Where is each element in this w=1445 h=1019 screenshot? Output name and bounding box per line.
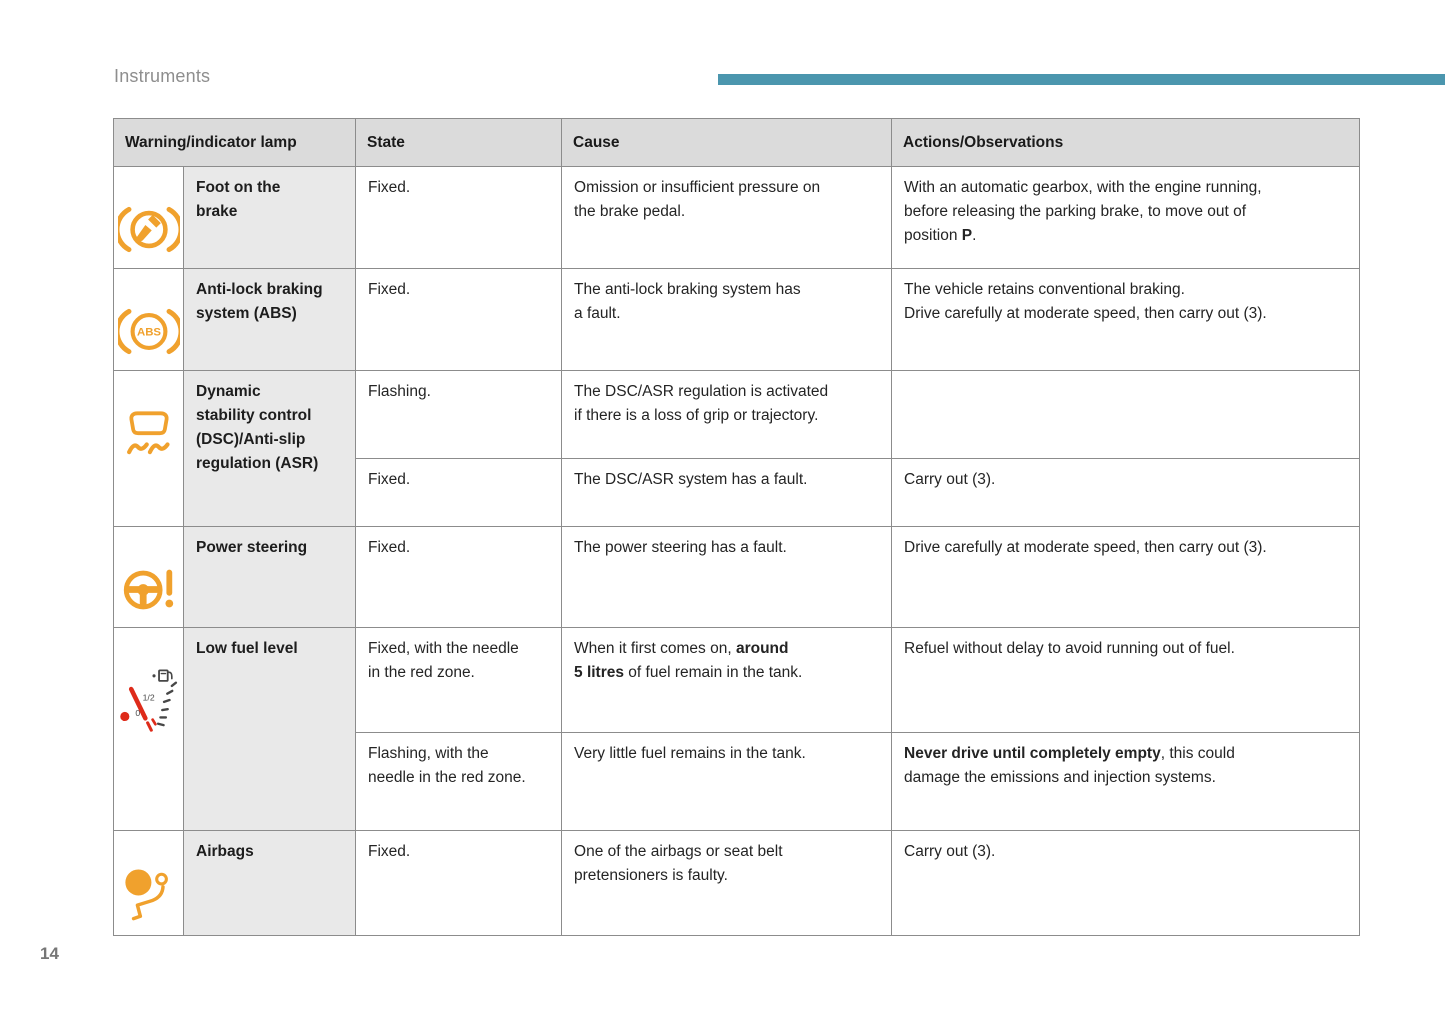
cause-cell: Omission or insufficient pressure on the… xyxy=(561,166,893,269)
state-cell: Fixed. xyxy=(355,458,563,527)
svg-text:0: 0 xyxy=(135,708,140,718)
table-row: ABS Anti-lock braking system (ABS) Fixed… xyxy=(113,268,1361,371)
state-cell: Flashing, with the needle in the red zon… xyxy=(355,732,563,831)
cause-cell: The power steering has a fault. xyxy=(561,526,893,628)
lamp-icon-cell: 1/2 0 xyxy=(113,627,184,831)
table-row: Foot on the brake Fixed. Omission or ins… xyxy=(113,166,1361,269)
header-row: Warning/indicator lamp State Cause Actio… xyxy=(112,118,1361,167)
actions-cell: With an automatic gearbox, with the engi… xyxy=(891,166,1361,269)
svg-text:ABS: ABS xyxy=(136,327,160,339)
table-row: 1/2 0 Low fuel level Fixed, with the nee… xyxy=(113,627,1361,831)
actions-cell: Carry out (3). xyxy=(891,830,1361,936)
header-cause: Cause xyxy=(561,118,893,167)
actions-cell: Drive carefully at moderate speed, then … xyxy=(891,526,1361,628)
actions-cell xyxy=(891,370,1361,459)
cause-cell: The DSC/ASR system has a fault. xyxy=(561,458,893,527)
table-row: Flashing, with the needle in the red zon… xyxy=(114,732,1361,831)
state-cell: Fixed. xyxy=(355,830,563,936)
lamp-name: Airbags xyxy=(182,830,357,936)
state-cell: Flashing. xyxy=(355,370,563,459)
lamp-icon-cell xyxy=(113,526,184,628)
cause-cell: The anti-lock braking system has a fault… xyxy=(561,268,893,371)
lamp-icon-cell xyxy=(113,370,184,527)
table-row: Fixed. The DSC/ASR system has a fault. C… xyxy=(114,458,1361,527)
actions-cell: Carry out (3). xyxy=(891,458,1361,527)
actions-cell: The vehicle retains conventional braking… xyxy=(891,268,1361,371)
section-header: Instruments xyxy=(114,66,211,86)
svg-text:1/2: 1/2 xyxy=(142,693,154,703)
lamp-name: Low fuel level xyxy=(182,627,357,831)
table-row: Dynamic stability control (DSC)/Anti-sli… xyxy=(113,370,1361,527)
abs-icon: ABS xyxy=(114,308,183,355)
warning-lamps-table: Warning/indicator lamp State Cause Actio… xyxy=(112,118,1361,936)
page-number: 14 xyxy=(40,944,59,963)
header-lamp: Warning/indicator lamp xyxy=(112,118,357,167)
dsc-asr-icon xyxy=(126,411,170,455)
state-cell: Fixed. xyxy=(355,526,563,628)
cause-cell: One of the airbags or seat belt pretensi… xyxy=(561,830,893,936)
airbags-icon xyxy=(124,869,168,921)
table-row: Power steering Fixed. The power steering… xyxy=(113,526,1361,628)
lamp-name: Foot on the brake xyxy=(182,166,357,269)
lamp-name: Dynamic stability control (DSC)/Anti-sli… xyxy=(182,370,357,527)
cause-cell: When it first comes on, around 5 litres … xyxy=(561,627,893,733)
lamp-icon-cell xyxy=(113,166,184,269)
state-cell: Fixed. xyxy=(355,166,563,269)
lamp-icon-cell: ABS xyxy=(113,268,184,371)
foot-on-brake-icon xyxy=(114,206,183,253)
low-fuel-gauge-icon: 1/2 0 xyxy=(119,669,177,732)
cause-cell: Very little fuel remains in the tank. xyxy=(561,732,893,831)
table-row: Airbags Fixed. One of the airbags or sea… xyxy=(113,830,1361,936)
accent-bar xyxy=(718,74,1445,85)
lamp-name: Anti-lock braking system (ABS) xyxy=(182,268,357,371)
lamp-name: Power steering xyxy=(182,526,357,628)
power-steering-icon xyxy=(123,569,173,610)
header-actions: Actions/Observations xyxy=(891,118,1361,167)
state-cell: Fixed. xyxy=(355,268,563,371)
cause-cell: The DSC/ASR regulation is activated if t… xyxy=(561,370,893,459)
lamp-icon-cell xyxy=(113,830,184,936)
header-state: State xyxy=(355,118,563,167)
actions-cell: Refuel without delay to avoid running ou… xyxy=(891,627,1361,733)
state-cell: Fixed, with the needle in the red zone. xyxy=(355,627,563,733)
actions-cell: Never drive until completely empty, this… xyxy=(891,732,1361,831)
